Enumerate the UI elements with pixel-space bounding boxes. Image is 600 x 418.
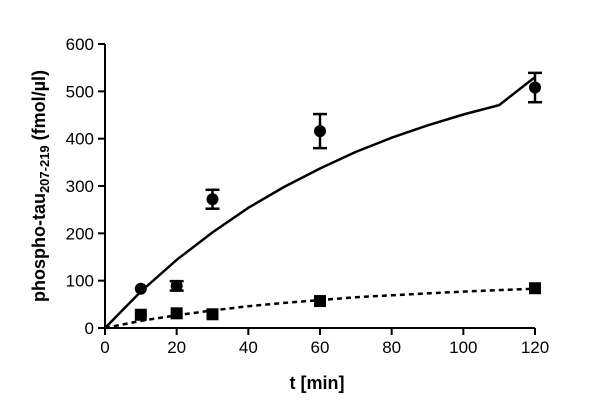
x-axis-title: t [min] (290, 373, 345, 393)
y-tick-label: 100 (66, 272, 94, 291)
y-tick-label: 300 (66, 177, 94, 196)
y-tick-label: 400 (66, 130, 94, 149)
series-2-fit-line (104, 287, 536, 330)
y-axis-title-subscript: 207-219 (37, 145, 52, 193)
series-2-point (314, 295, 326, 308)
series-1-fit-line (104, 76, 536, 329)
x-tick-label: 100 (449, 338, 477, 357)
series-1-point (529, 81, 541, 94)
series-1-point (206, 193, 219, 206)
y-tick-label: 200 (66, 224, 94, 243)
x-tick-label: 80 (382, 338, 401, 357)
series-2-point (529, 282, 541, 295)
series-2-point (206, 308, 219, 321)
series-1-point (314, 125, 326, 138)
y-tick-label: 600 (66, 35, 94, 54)
x-tick-label: 40 (239, 338, 258, 357)
y-tick-label: 0 (85, 319, 94, 338)
plot-area (104, 71, 542, 330)
y-axis-title-unit: (fmol/µl) (29, 70, 49, 145)
series-1-point (134, 282, 147, 295)
x-tick-label: 20 (167, 338, 186, 357)
axes: 0 20 40 60 80 100 120 0 100 200 300 400 500 600 (66, 35, 550, 357)
y-axis-title-main: phospho-tau (29, 193, 49, 302)
y-axis-title: phospho-tau207-219 (fmol/µl) (29, 70, 52, 302)
y-tick-label: 500 (66, 82, 94, 101)
x-tick-label: 60 (311, 338, 330, 357)
series-2-point (170, 307, 183, 320)
x-tick-label: 0 (100, 338, 109, 357)
series-1-point (170, 279, 183, 292)
series-2-point (134, 308, 147, 321)
x-tick-label: 120 (521, 338, 549, 357)
